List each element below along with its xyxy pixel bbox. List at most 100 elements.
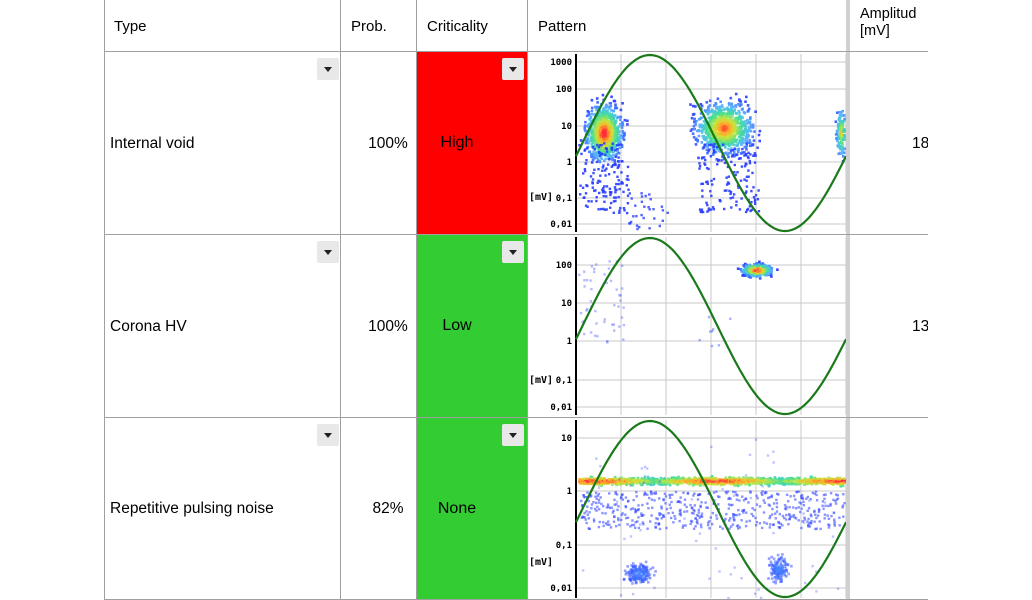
pattern-data-point <box>590 161 594 164</box>
type-dropdown-button[interactable] <box>317 241 339 263</box>
pattern-data-point <box>773 479 776 482</box>
pattern-data-point <box>708 136 711 140</box>
pattern-data-point <box>640 213 643 217</box>
pattern-data-point <box>614 121 617 124</box>
pattern-data-point <box>728 479 732 483</box>
pattern-data-point <box>744 191 747 195</box>
pattern-data-point <box>755 477 759 481</box>
pattern-data-point <box>841 506 844 509</box>
pattern-data-point <box>654 570 657 573</box>
pattern-data-point <box>605 132 609 136</box>
criticality-dropdown-button[interactable] <box>502 424 524 446</box>
pattern-data-point <box>753 130 756 133</box>
pattern-data-point <box>594 135 597 138</box>
criticality-cell[interactable]: None <box>417 418 527 600</box>
pattern-data-point <box>605 281 608 285</box>
pattern-data-point <box>654 492 657 495</box>
pattern-data-point <box>682 524 685 527</box>
pattern-data-point <box>674 480 677 483</box>
pattern-data-point <box>728 144 731 148</box>
pattern-data-point <box>713 115 716 119</box>
pattern-data-point <box>741 147 744 151</box>
pattern-data-point <box>615 182 618 186</box>
pattern-data-point <box>593 148 596 151</box>
pattern-data-point <box>600 139 603 142</box>
pattern-data-point <box>712 477 716 481</box>
pattern-data-point <box>619 206 622 210</box>
pattern-data-point <box>724 118 728 122</box>
pattern-data-point <box>610 137 614 141</box>
pattern-data-point <box>742 137 745 141</box>
table-row[interactable]: Corona HV 100% Low 100 10 1 0,1 0,01 [mV] 13 <box>104 235 928 417</box>
pattern-data-point <box>805 478 809 482</box>
column-header-prob[interactable]: Prob. <box>341 0 416 52</box>
pattern-data-point <box>716 124 720 127</box>
criticality-dropdown-button[interactable] <box>502 241 524 263</box>
pattern-data-point <box>714 135 718 139</box>
pattern-data-point <box>829 502 832 506</box>
pattern-data-point <box>835 129 839 133</box>
pattern-data-point <box>734 117 738 120</box>
pattern-data-point <box>628 222 631 225</box>
pattern-data-point <box>606 154 610 157</box>
criticality-cell[interactable]: Low <box>417 235 527 417</box>
pattern-data-point <box>597 508 601 511</box>
table-row[interactable]: Repetitive pulsing noise 82% None 10 1 0,1… <box>104 418 928 600</box>
pattern-data-point <box>795 481 798 484</box>
pattern-data-point <box>834 499 837 503</box>
pattern-data-point <box>605 111 609 115</box>
column-header-type[interactable]: Type <box>104 0 340 52</box>
pattern-data-point <box>613 135 617 138</box>
column-header-pattern[interactable]: Pattern <box>528 0 846 52</box>
type-dropdown-button[interactable] <box>317 58 339 80</box>
criticality-dropdown-button[interactable] <box>502 58 524 80</box>
pattern-data-point <box>681 479 685 482</box>
pattern-data-point <box>594 309 597 313</box>
type-dropdown-button[interactable] <box>317 424 339 446</box>
pattern-data-point <box>617 195 620 199</box>
criticality-cell[interactable]: High <box>417 52 527 234</box>
pattern-data-point <box>839 480 842 483</box>
pattern-data-point <box>751 482 754 485</box>
table-row[interactable]: Internal void 100% High 1000 100 10 1 0,1 0,0… <box>104 52 928 234</box>
pattern-y-tick-label: 10 <box>561 299 572 309</box>
pattern-data-point <box>698 164 702 168</box>
pattern-data-point <box>767 484 771 488</box>
pattern-data-point <box>841 504 845 507</box>
pattern-data-point <box>621 512 624 515</box>
column-header-amplitude[interactable]: Amplitud [mV] <box>860 6 916 40</box>
pattern-data-point <box>650 478 653 482</box>
pattern-data-point <box>603 128 607 131</box>
pattern-cell: 10 1 0,1 0,01 [mV] <box>528 418 847 600</box>
pattern-data-point <box>597 492 601 496</box>
pattern-data-point <box>805 480 808 484</box>
pattern-data-point <box>615 493 619 496</box>
pattern-data-point <box>841 137 845 140</box>
pattern-data-point <box>842 130 846 133</box>
column-header-criticality[interactable]: Criticality <box>417 0 527 52</box>
pattern-data-point <box>705 166 709 170</box>
pattern-data-point <box>779 574 783 577</box>
pattern-data-point <box>668 496 672 499</box>
pattern-data-point <box>591 130 595 133</box>
pattern-data-point <box>837 143 841 147</box>
pattern-data-point <box>718 482 721 485</box>
pattern-data-point <box>696 140 699 143</box>
pattern-data-point <box>622 306 625 309</box>
pattern-data-point <box>730 108 734 111</box>
pattern-data-point <box>643 481 646 484</box>
pattern-data-point <box>636 574 640 577</box>
pattern-data-point <box>754 516 757 520</box>
pattern-data-point <box>711 511 715 515</box>
pattern-data-point <box>586 491 589 494</box>
pattern-data-point <box>691 479 694 482</box>
pattern-data-point <box>726 128 729 132</box>
pattern-data-point <box>595 196 598 199</box>
pattern-data-point <box>644 560 648 564</box>
pattern-data-point <box>594 495 597 498</box>
pattern-data-point <box>836 134 840 137</box>
pattern-data-point <box>734 481 737 485</box>
pattern-data-point <box>714 102 717 105</box>
pattern-data-point <box>590 475 594 479</box>
pattern-data-point <box>821 500 825 503</box>
